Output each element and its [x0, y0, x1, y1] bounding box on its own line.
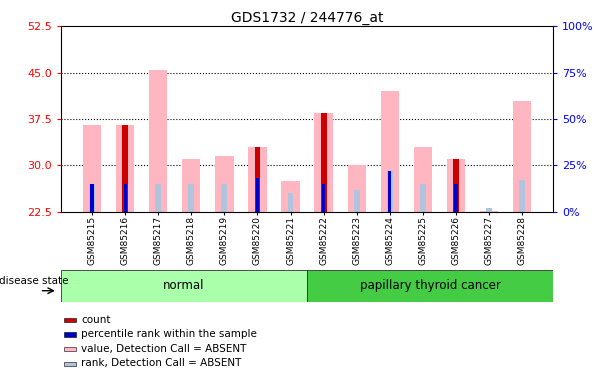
Bar [182, 159, 201, 212]
Bar [64, 333, 75, 337]
Bar [215, 156, 233, 212]
Text: papillary thyroid cancer: papillary thyroid cancer [360, 279, 500, 292]
Bar [307, 270, 553, 302]
Bar [320, 113, 326, 212]
Bar [116, 125, 134, 212]
Bar [249, 147, 266, 212]
Bar [387, 171, 393, 212]
Bar [123, 184, 127, 212]
Bar [122, 184, 128, 212]
Bar [91, 184, 94, 212]
Bar [255, 147, 260, 212]
Bar [122, 125, 128, 212]
Bar [453, 184, 458, 212]
Bar [413, 147, 432, 212]
Bar [453, 159, 458, 212]
Bar [314, 113, 333, 212]
Bar [64, 347, 75, 351]
Bar [486, 208, 492, 212]
Text: percentile rank within the sample: percentile rank within the sample [81, 329, 257, 339]
Bar [282, 181, 300, 212]
Bar [61, 270, 307, 302]
Bar [513, 100, 531, 212]
Bar [64, 318, 75, 322]
Bar [320, 184, 326, 212]
Bar [288, 194, 294, 212]
Title: GDS1732 / 244776_at: GDS1732 / 244776_at [231, 11, 383, 25]
Bar [221, 184, 227, 212]
Bar [156, 184, 161, 212]
Text: disease state: disease state [0, 276, 68, 286]
Text: rank, Detection Call = ABSENT: rank, Detection Call = ABSENT [81, 358, 241, 369]
Text: value, Detection Call = ABSENT: value, Detection Call = ABSENT [81, 344, 246, 354]
Bar [519, 180, 525, 212]
Bar [381, 91, 399, 212]
Bar [388, 171, 392, 212]
Bar [480, 211, 498, 212]
Bar [420, 184, 426, 212]
Bar [454, 184, 457, 212]
Bar [150, 70, 167, 212]
Bar [322, 184, 325, 212]
Bar [64, 362, 75, 366]
Bar [447, 159, 465, 212]
Bar [188, 184, 195, 212]
Bar [348, 165, 365, 212]
Bar [83, 125, 102, 212]
Bar [89, 184, 95, 212]
Bar [255, 178, 260, 212]
Text: count: count [81, 315, 111, 325]
Text: normal: normal [163, 279, 205, 292]
Bar [354, 190, 359, 212]
Bar [256, 178, 259, 212]
